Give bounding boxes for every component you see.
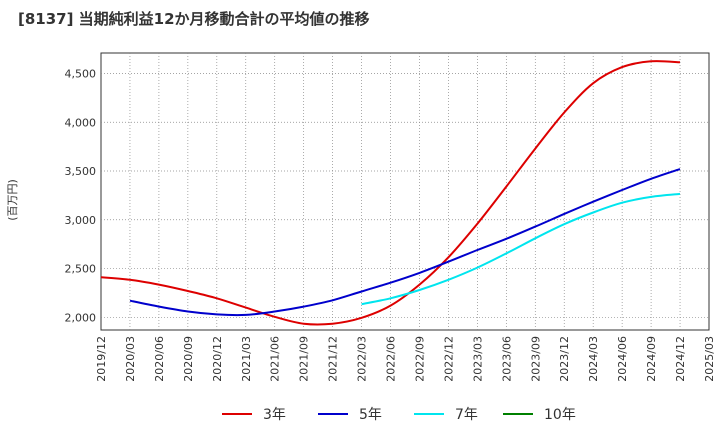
x-tick-label: 2023/09 bbox=[529, 336, 542, 382]
x-tick-label: 2021/09 bbox=[298, 336, 311, 382]
y-axis-label: (百万円) bbox=[6, 179, 19, 221]
x-tick-label: 2023/12 bbox=[558, 336, 571, 382]
y-tick-label: 3,000 bbox=[65, 214, 97, 227]
axis-ticks: 2019/12 2020/03 2020/06 2020/09 2020/12 2021/… bbox=[65, 67, 717, 381]
x-tick-label: 2021/12 bbox=[327, 336, 340, 382]
series-line bbox=[361, 192, 681, 306]
x-tick-label: 2024/06 bbox=[616, 336, 629, 382]
x-tick-label: 2020/03 bbox=[124, 336, 137, 382]
chart-title: [8137] 当期純利益12か月移動合計の平均値の推移 bbox=[18, 10, 370, 28]
y-tick-label: 2,000 bbox=[65, 311, 97, 324]
x-tick-label: 2020/09 bbox=[182, 336, 195, 382]
plot-area bbox=[100, 52, 710, 331]
x-tick-label: 2024/03 bbox=[587, 336, 600, 382]
series-lines bbox=[100, 60, 681, 326]
legend-label: 7年 bbox=[455, 407, 478, 423]
x-tick-label: 2021/06 bbox=[269, 336, 282, 382]
x-tick-label: 2020/12 bbox=[211, 336, 224, 382]
y-tick-label: 2,500 bbox=[65, 263, 97, 276]
y-tick-label: 4,000 bbox=[65, 116, 97, 129]
x-tick-label: 2022/12 bbox=[442, 336, 455, 382]
x-tick-label: 2024/09 bbox=[645, 336, 658, 382]
x-tick-label: 2022/09 bbox=[413, 336, 426, 382]
x-tick-label: 2023/06 bbox=[500, 336, 513, 382]
legend: 3年 5年 7年 10年 bbox=[222, 407, 576, 423]
series-line bbox=[100, 60, 681, 326]
x-tick-label: 2024/12 bbox=[674, 336, 687, 382]
legend-label: 3年 bbox=[263, 407, 286, 423]
x-tick-label: 2020/06 bbox=[153, 336, 166, 382]
x-tick-label: 2019/12 bbox=[95, 336, 108, 382]
x-tick-label: 2023/03 bbox=[471, 336, 484, 382]
x-tick-label: 2025/03 bbox=[703, 336, 716, 382]
x-tick-label: 2021/03 bbox=[240, 336, 253, 382]
series-line bbox=[129, 168, 681, 317]
y-tick-label: 3,500 bbox=[65, 165, 97, 178]
grid-lines bbox=[101, 53, 709, 330]
legend-label: 5年 bbox=[359, 407, 382, 423]
x-tick-label: 2022/06 bbox=[385, 336, 398, 382]
legend-label: 10年 bbox=[544, 407, 576, 423]
x-tick-label: 2022/03 bbox=[356, 336, 369, 382]
y-tick-label: 4,500 bbox=[65, 67, 97, 80]
